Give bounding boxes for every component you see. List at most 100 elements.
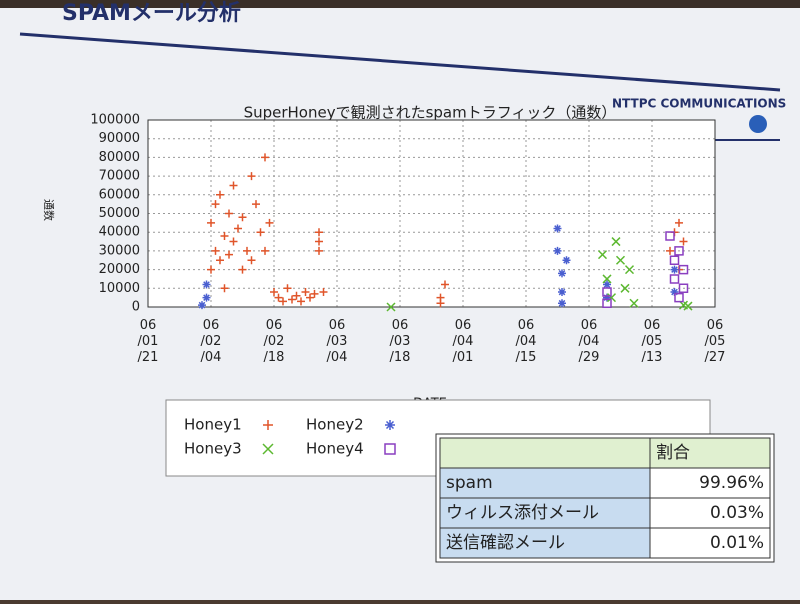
x-tick-part: /18 [264,350,285,365]
x-tick-part: /05 [642,334,663,349]
point [603,293,611,302]
x-tick-part: /01 [138,334,159,349]
point [683,301,693,311]
x-tick-part: 06 [455,318,472,333]
legend-marker [384,443,396,455]
point [441,280,449,289]
point [229,237,238,246]
point [315,246,323,255]
x-tick-label: 06/03/04 [327,318,348,365]
point [315,228,323,237]
point [558,299,566,308]
point [225,209,233,218]
point [315,237,323,246]
x-tick-part: /13 [642,350,663,365]
point [247,256,256,265]
point [665,231,675,241]
point [553,246,562,255]
x-tick-part: 06 [203,318,220,333]
point [319,288,328,297]
x-tick-part: /03 [390,334,411,349]
point [675,218,683,227]
y-tick-label: 10000 [99,281,140,296]
logo: NTTPC COMMUNICATIONS [612,97,786,111]
x-tick-part: 06 [707,318,724,333]
point [629,298,639,308]
legend-label: Honey3 [184,440,242,458]
x-tick-part: /04 [516,334,537,349]
point [674,246,684,256]
x-tick-label: 06/04/29 [579,318,600,365]
frame [0,0,800,8]
point [270,288,278,297]
x-tick-label: 06/04/15 [516,318,537,365]
x-tick-label: 06/05/13 [642,318,663,365]
point [234,224,242,233]
table-cell [439,437,651,469]
point [202,280,211,289]
point [243,246,251,255]
point [207,218,215,227]
point [202,293,211,302]
x-tick-part: /15 [516,350,537,365]
point [198,301,206,310]
table-text: 99.96% [699,473,764,493]
table-text: 0.01% [710,533,764,553]
table-cell [439,527,651,559]
point [274,293,283,302]
x-tick-part: /18 [390,350,411,365]
point [602,287,612,297]
point [669,255,680,265]
point [558,288,566,297]
legend-marker [262,443,274,455]
x-tick-part: 06 [581,318,598,333]
table-text: 0.03% [710,503,764,523]
point [670,265,679,274]
point [678,264,689,275]
point [252,200,260,209]
point [606,293,617,303]
point [602,298,612,309]
logo-mark [749,115,767,133]
y-tick-label: 50000 [99,206,140,221]
x-tick-label: 06/03/18 [390,318,411,365]
point [562,256,571,265]
point [310,289,319,298]
legend-label: Honey2 [306,416,364,434]
point [674,292,684,303]
x-tick-part: 06 [266,318,283,333]
y-tick-label: 0 [132,300,140,315]
x-tick-part: /05 [705,334,726,349]
point [553,224,562,233]
point [261,153,269,162]
legend-marker [263,420,273,430]
point [256,228,265,237]
table-cell [649,527,771,559]
y-tick-label: 100000 [90,113,140,128]
y-tick-label: 30000 [99,243,140,258]
point [603,280,611,289]
slide-title: SPAMメール分析 [62,1,241,26]
x-tick-part: /04 [327,350,348,365]
table-cell [649,497,771,529]
point [670,288,679,297]
point [247,172,256,181]
point [679,237,688,246]
table-text: 送信確認メール [446,533,565,553]
x-tick-label: 06/04/01 [453,318,474,365]
legend-label: Honey4 [306,440,364,458]
x-tick-label: 06/02/18 [264,318,285,365]
y-tick-label: 20000 [99,262,140,277]
legend-label: Honey1 [184,416,242,434]
chart-title: SuperHoneyで観測されたspamトラフィック（通数） [244,104,617,122]
point [602,274,612,284]
y-tick-label: 70000 [99,169,140,184]
point [669,274,680,284]
point [229,181,238,190]
point [301,288,310,297]
point [265,218,274,227]
point [292,291,301,300]
x-tick-part: 06 [392,318,409,333]
point [297,297,305,306]
x-tick-part: /27 [705,350,726,365]
